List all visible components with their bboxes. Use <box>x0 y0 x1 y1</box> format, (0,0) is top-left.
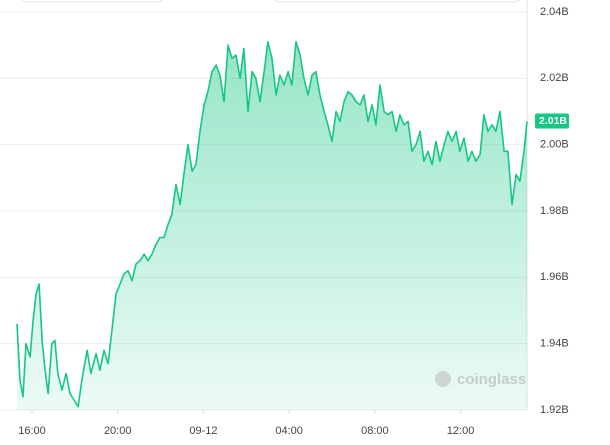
plot: 1.92B 1.94B 1.96B 1.98B 2.00B 2.02B 2.04B 16:00… <box>0 0 569 437</box>
watermark: coinglass <box>435 371 526 388</box>
x-tick-label: 16:00 <box>18 425 46 437</box>
x-tick-label: 20:00 <box>104 425 132 437</box>
y-tick-label: 1.96B <box>540 271 569 283</box>
y-tick-label: 2.00B <box>540 139 569 151</box>
watermark-text: coinglass <box>457 371 526 388</box>
line <box>16 41 528 408</box>
toolbar-pill[interactable] <box>20 0 165 3</box>
y-tick-label: 2.02B <box>540 72 569 84</box>
toolbar-pill[interactable] <box>272 0 522 3</box>
area-fill <box>17 41 527 411</box>
current-badge <box>535 113 569 129</box>
y-tick-label: 1.98B <box>540 205 569 217</box>
x-tick-label: 12:00 <box>447 425 475 437</box>
current-label: 2.01B <box>539 115 567 127</box>
x-tick-label: 04:00 <box>275 425 303 437</box>
y-tick-label: 2.04B <box>540 6 569 18</box>
x-tick-label: 08:00 <box>361 425 389 437</box>
y-tick-label: 1.92B <box>540 404 569 416</box>
x-tick-label: 09-12 <box>189 425 217 437</box>
y-tick-label: 1.94B <box>540 338 569 350</box>
watermark-logo <box>435 371 451 387</box>
